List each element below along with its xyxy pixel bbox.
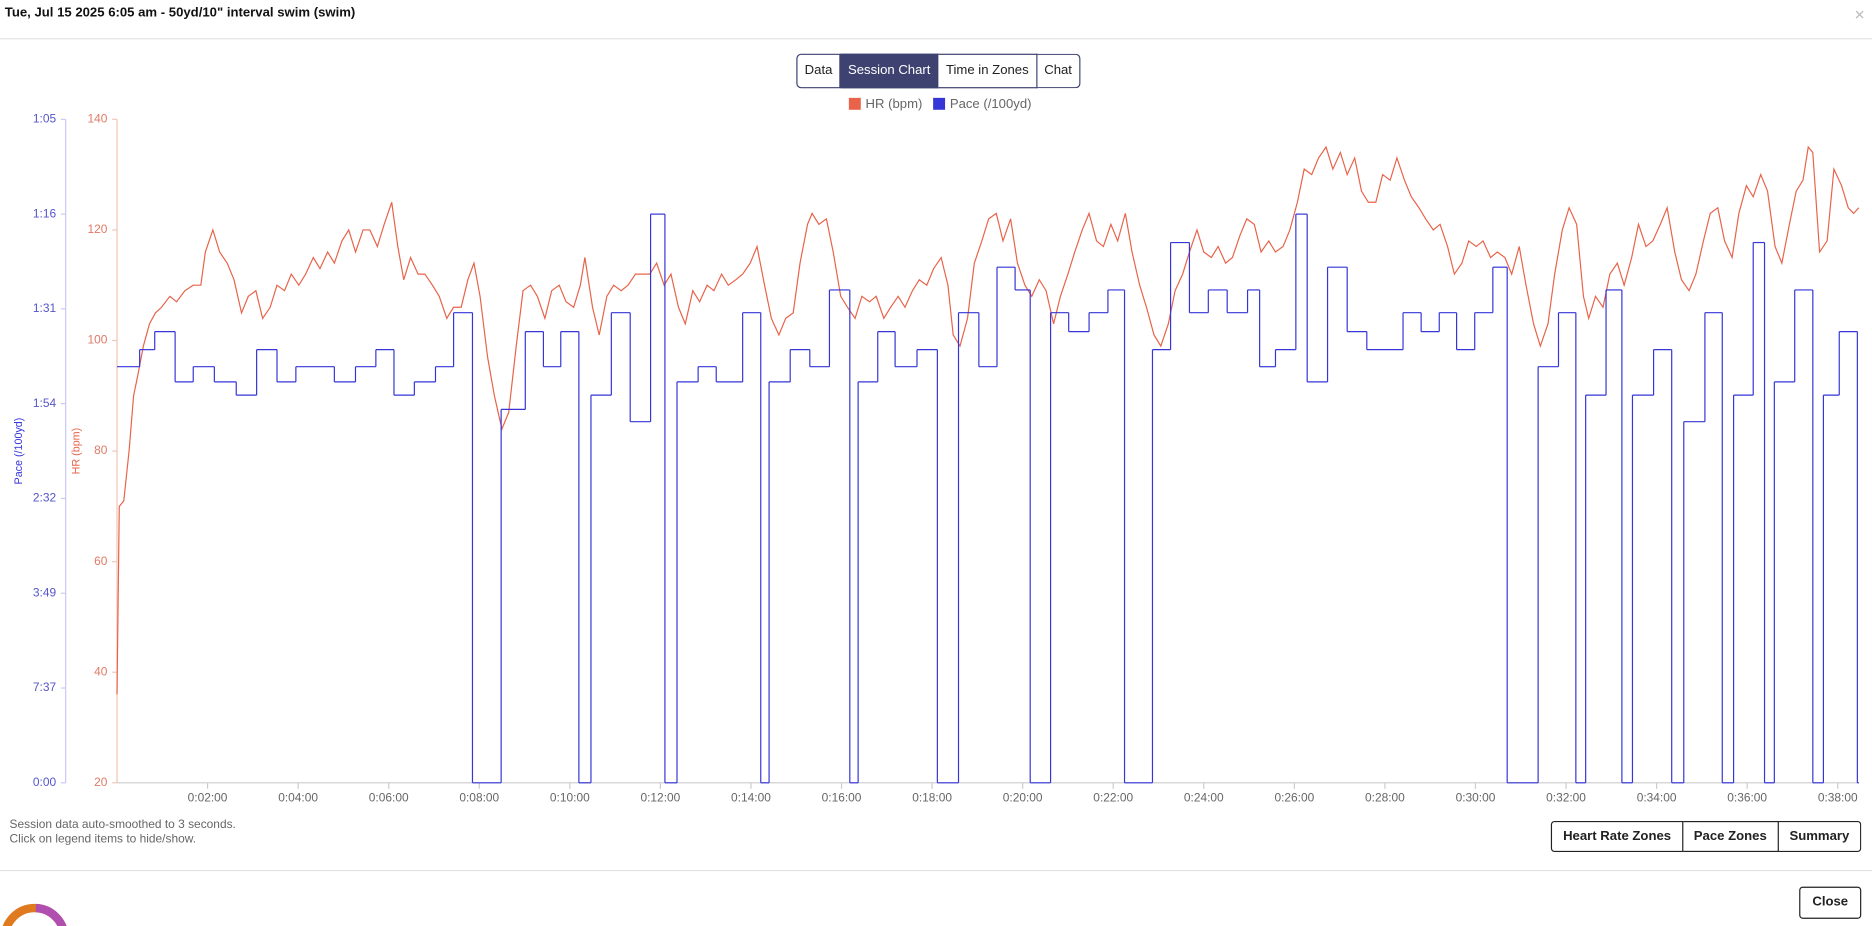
tab-bar: Data Session Chart Time in Zones Chat [796,53,1081,89]
x-tick-label: 0:28:00 [1365,790,1405,804]
tab[interactable]: Data [796,53,841,89]
button[interactable]: Pace Zones [1683,820,1779,853]
x-tick-label: 0:06:00 [369,790,409,804]
y2-tick-label: 1:05 [33,111,57,125]
y-axis-title: HR (bpm) [70,428,82,475]
y2-tick-label: 2:32 [33,491,57,505]
y2-tick-label: 1:31 [33,301,57,315]
tab[interactable]: Time in Zones [938,53,1038,89]
y-tick-label: 40 [94,664,108,678]
x-tick-label: 0:18:00 [912,790,952,804]
y2-tick-label: 1:54 [33,396,57,410]
divider [0,869,1872,872]
button-group: Heart Rate Zones Pace Zones Summary [1551,820,1862,853]
y2-tick-label: 3:49 [33,585,57,599]
legend-label[interactable]: Pace (/100yd) [950,96,1032,111]
x-tick-label: 0:02:00 [188,790,228,804]
y-tick-label: 120 [88,222,108,236]
y-tick-label: 100 [88,333,108,347]
legend-swatch[interactable] [848,97,861,110]
x-tick-label: 0:38:00 [1818,790,1858,804]
logo [2,903,67,926]
x-tick-label: 0:20:00 [1003,790,1043,804]
y2-tick-label: 1:16 [33,206,57,220]
x-tick-label: 0:24:00 [1184,790,1224,804]
legend-label[interactable]: HR (bpm) [866,96,923,111]
x-tick-label: 0:10:00 [550,790,590,804]
close-icon[interactable]: × [1854,4,1865,26]
tab[interactable]: Chat [1037,53,1081,89]
x-tick-label: 0:14:00 [731,790,771,804]
y-tick-label: 20 [94,775,108,789]
x-tick-label: 0:26:00 [1274,790,1314,804]
note: Session data auto-smoothed to 3 seconds. [9,818,236,832]
x-tick-label: 0:30:00 [1456,790,1496,804]
y-tick-label: 60 [94,554,108,568]
y2-axis-title: Pace (/100yd) [13,418,25,485]
note: Click on legend items to hide/show. [9,832,197,847]
y-tick-label: 80 [94,443,108,457]
x-tick-label: 0:04:00 [278,790,318,804]
hr-line [116,145,1860,695]
tab[interactable]: Session Chart [840,53,939,89]
legend-swatch[interactable] [933,97,946,110]
divider [0,38,1872,40]
close-button[interactable]: Close [1799,886,1862,919]
x-tick-label: 0:16:00 [822,790,862,804]
x-tick-label: 0:22:00 [1093,790,1133,804]
x-tick-label: 0:12:00 [640,790,680,804]
x-tick-label: 0:08:00 [459,790,499,804]
y-tick-label: 140 [88,111,108,125]
y2-tick-label: 7:37 [33,680,57,694]
button[interactable]: Heart Rate Zones [1551,820,1684,853]
y2-tick-label: 0:00 [33,775,57,789]
button[interactable]: Summary [1778,820,1862,853]
x-tick-label: 0:36:00 [1727,790,1767,804]
notes: Session data auto-smoothed to 3 seconds.… [10,819,236,848]
dialog-title: Tue, Jul 15 2025 6:05 am - 50yd/10" inte… [4,5,356,21]
x-tick-label: 0:34:00 [1637,790,1677,804]
x-tick-label: 0:32:00 [1546,790,1586,804]
